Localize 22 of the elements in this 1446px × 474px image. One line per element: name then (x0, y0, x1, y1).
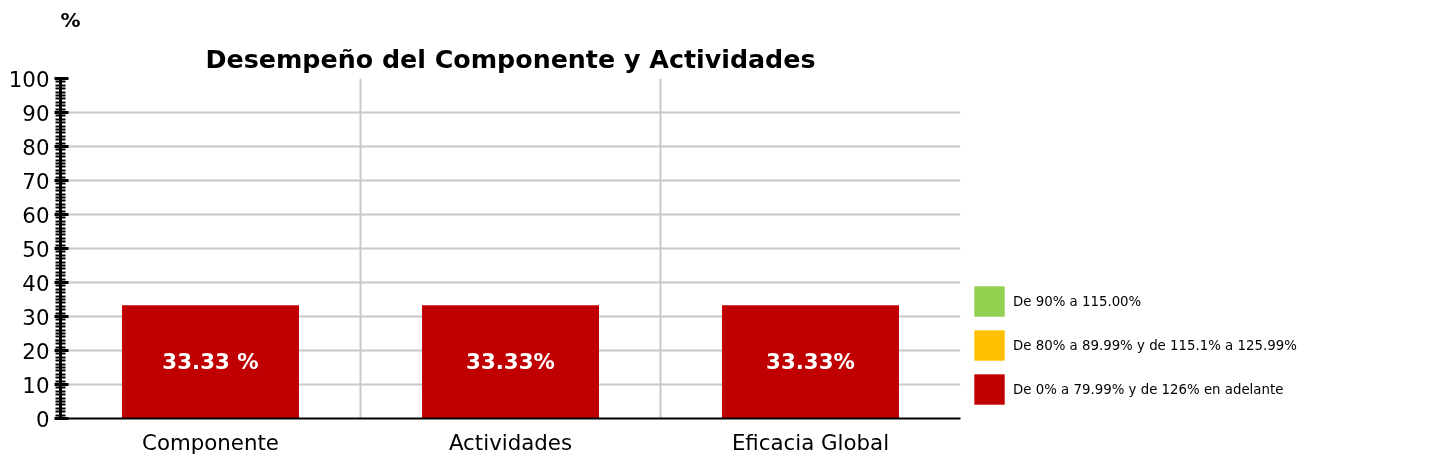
y-tick-label: 30 (22, 304, 50, 330)
legend-label: De 80% a 89.99% y de 115.1% a 125.99% (1013, 337, 1297, 353)
y-tick-label: 20 (22, 338, 50, 364)
data-label: 33.33% (466, 349, 555, 375)
y-tick-label: 80 (22, 134, 50, 160)
x-tick-label: Eficacia Global (731, 429, 890, 455)
y-tick-label: 100 (8, 66, 50, 92)
chart-title: Desempeño del Componente y Actividades (205, 43, 816, 74)
legend-label: De 0% a 79.99% y de 126% en adelante (1013, 381, 1284, 397)
x-tick-label: Actividades (448, 429, 573, 455)
y-axis-title: % (60, 7, 81, 32)
y-tick-label: 40 (22, 270, 50, 296)
y-tick-label: 60 (22, 202, 50, 228)
y-tick-label: 50 (22, 236, 50, 262)
data-label: 33.33 % (162, 349, 259, 375)
y-tick-label: 0 (35, 406, 50, 432)
x-tick-label: Componente (142, 429, 279, 455)
y-tick-label: 90 (22, 100, 50, 126)
y-tick-label: 10 (22, 372, 50, 398)
data-label: 33.33% (766, 349, 855, 375)
y-tick-label: 70 (22, 168, 50, 194)
legend-label: De 90% a 115.00% (1013, 293, 1142, 309)
